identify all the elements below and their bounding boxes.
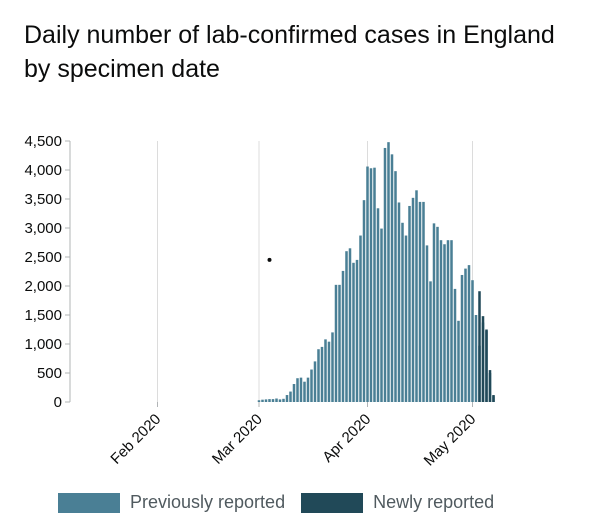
bar-previously-reported — [471, 280, 474, 402]
bar-previously-reported — [474, 315, 478, 402]
bar-previously-reported — [453, 288, 457, 402]
bar-previously-reported — [271, 399, 275, 402]
y-tick-label: 3,000 — [24, 220, 62, 237]
y-tick-label: 1,500 — [24, 307, 62, 324]
bar-previously-reported — [264, 399, 268, 402]
bar-previously-reported — [310, 369, 313, 402]
bar-previously-reported — [289, 391, 292, 402]
bars — [257, 142, 495, 402]
bar-previously-reported — [334, 284, 338, 402]
y-tick-label: 1,000 — [24, 336, 62, 353]
bar-previously-reported — [415, 190, 418, 402]
bar-previously-reported — [411, 197, 415, 402]
bar-previously-reported — [268, 399, 271, 402]
bar-previously-reported — [418, 201, 422, 402]
bar-previously-reported — [380, 228, 383, 402]
y-tick-label: 4,500 — [24, 133, 62, 150]
bar-previously-reported — [292, 384, 296, 402]
bar-previously-reported — [373, 167, 376, 402]
bar-previously-reported — [275, 398, 278, 402]
bar-previously-reported — [362, 200, 366, 402]
legend-label-previously: Previously reported — [130, 492, 286, 512]
y-tick-label: 2,500 — [24, 249, 62, 266]
bar-newly-reported — [481, 316, 485, 402]
y-tick-label: 500 — [37, 365, 62, 382]
bar-previously-reported — [397, 202, 401, 402]
bar-previously-reported — [338, 284, 341, 402]
bar-previously-reported — [313, 361, 317, 402]
bar-previously-reported — [457, 320, 460, 402]
bar-previously-reported — [285, 395, 289, 402]
bar-previously-reported — [401, 222, 404, 402]
legend-swatch-newly — [301, 492, 364, 513]
bar-previously-reported — [261, 399, 264, 402]
legend-label-newly: Newly reported — [373, 492, 495, 512]
bar-previously-reported — [355, 259, 359, 402]
axes: 0 500 1,000 1,500 2,000 2,500 3,000 3,500 4,000 4… — [24, 133, 479, 469]
bar-previously-reported — [432, 223, 436, 402]
bar-previously-reported — [383, 147, 387, 402]
bar-previously-reported — [331, 332, 334, 402]
legend-item-newly[interactable]: Newly reported — [301, 492, 494, 513]
bar-previously-reported — [422, 201, 425, 402]
bar-previously-reported — [450, 240, 453, 402]
legend-swatch-previously — [58, 492, 120, 513]
x-tick-label: Mar 2020 — [209, 411, 266, 468]
x-tick-label: Apr 2020 — [319, 411, 374, 466]
bar-previously-reported — [443, 244, 446, 402]
bar-previously-reported — [359, 235, 362, 402]
bar-previously-reported — [439, 240, 443, 402]
bar-previously-reported — [464, 268, 467, 402]
bar-previously-reported — [390, 154, 394, 402]
annotation-dot — [267, 257, 272, 262]
bar-newly-reported — [488, 370, 492, 402]
bar-previously-reported — [327, 341, 331, 402]
y-tick-label: 0 — [54, 394, 62, 411]
bar-newly-reported — [492, 395, 495, 402]
bar-previously-reported — [467, 265, 471, 402]
bar-previously-reported — [282, 398, 285, 402]
bar-previously-reported — [387, 142, 390, 402]
bar-previously-reported — [257, 400, 261, 402]
bar-previously-reported — [324, 339, 327, 402]
bar-newly-reported — [485, 329, 488, 402]
bar-previously-reported — [345, 251, 348, 402]
bar-previously-reported — [341, 270, 345, 402]
bar-previously-reported — [320, 346, 324, 402]
bar-previously-reported — [436, 226, 439, 402]
chart-title: Daily number of lab-confirmed cases in E… — [24, 21, 555, 83]
bar-previously-reported — [348, 248, 352, 402]
y-tick-label: 2,000 — [24, 278, 62, 295]
x-tick-label: May 2020 — [421, 411, 480, 470]
bar-previously-reported — [299, 377, 303, 402]
bar-previously-reported — [404, 235, 408, 402]
bar-previously-reported — [278, 399, 282, 402]
bar-previously-reported — [408, 205, 411, 402]
bar-previously-reported — [460, 274, 464, 402]
bar-previously-reported — [303, 381, 306, 402]
bar-previously-reported — [429, 281, 432, 402]
y-tick-label: 4,000 — [24, 162, 62, 179]
bar-previously-reported — [425, 245, 429, 402]
bar-previously-reported — [446, 240, 450, 402]
bar-previously-reported — [394, 171, 397, 402]
bar-previously-reported — [352, 262, 355, 402]
bar-previously-reported — [366, 166, 369, 402]
legend: Previously reported Newly reported — [58, 492, 510, 513]
bar-previously-reported — [369, 168, 373, 402]
x-tick-label: Feb 2020 — [107, 411, 164, 468]
bar-previously-reported — [306, 377, 310, 402]
legend-item-previously[interactable]: Previously reported — [58, 492, 285, 513]
bar-previously-reported — [376, 208, 380, 402]
bar-previously-reported — [317, 349, 320, 402]
y-tick-label: 3,500 — [24, 191, 62, 208]
bar-previously-reported — [296, 378, 299, 402]
bar-newly-reported — [478, 291, 481, 402]
